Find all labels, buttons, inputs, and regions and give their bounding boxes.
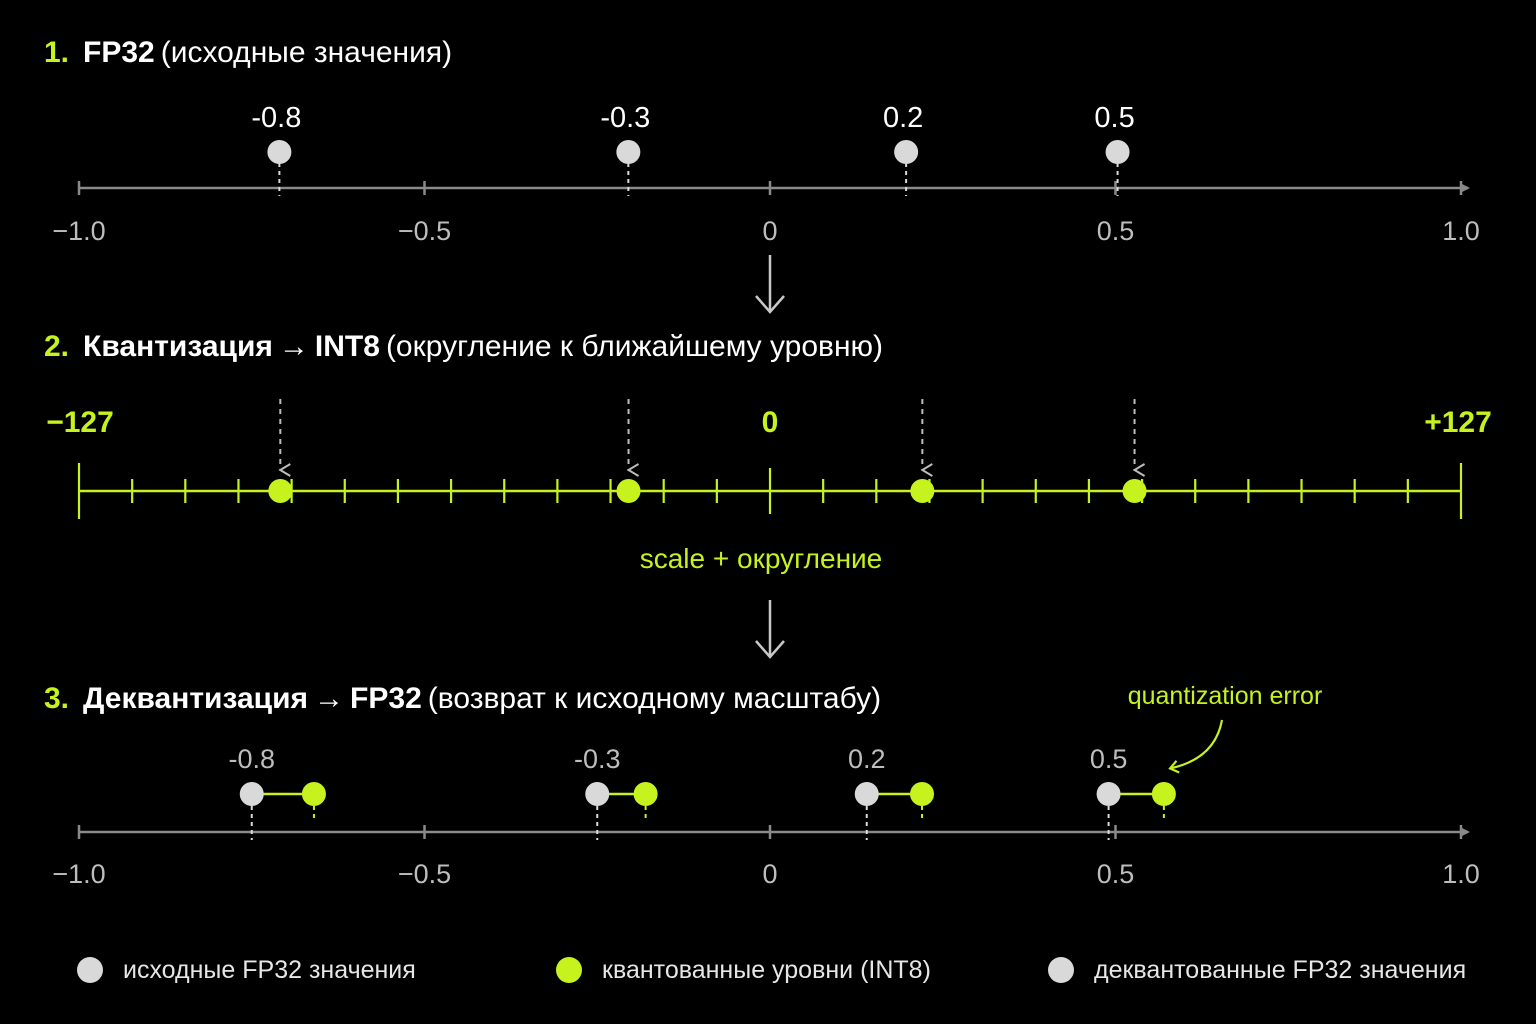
section2-bold2: INT8 <box>314 330 380 363</box>
fp32-point <box>1105 140 1130 164</box>
fp32-point <box>616 140 641 164</box>
legend-item-dequantized: деквантованные FP32 значения <box>1048 950 1466 990</box>
section3-bold: Деквантизация <box>83 682 309 715</box>
int8-zero-label: 0 <box>762 406 779 439</box>
legend-label-original: исходные FP32 значения <box>123 955 416 984</box>
legend-dot-original <box>77 957 103 983</box>
section1-rest: (исходные значения) <box>160 36 453 69</box>
legend-item-original: исходные FP32 значения <box>77 950 416 990</box>
section2-title: 2. Квантизация → INT8 (округление к ближайше… <box>44 330 883 364</box>
int8-point <box>910 479 935 503</box>
section2-number: 2. <box>44 330 70 363</box>
int8-point <box>268 479 293 503</box>
dequant-original-point <box>585 782 610 806</box>
dequant-original-point <box>854 782 879 806</box>
fp32-point-label: 0.5 <box>1094 102 1134 134</box>
dequant-point-label: 0.2 <box>848 744 886 774</box>
fp32-point-label: 0.2 <box>883 102 923 134</box>
section2-bold: Квантизация <box>83 330 273 363</box>
dequant-point-label: -0.3 <box>574 744 621 774</box>
fp32-section: −1.0 −0.5 0 0.5 1.0 -0.8 -0.3 0.2 0.5 <box>52 102 1479 246</box>
flow-arrow-2 <box>755 600 785 659</box>
legend-dot-dequantized <box>1048 957 1074 983</box>
fp32-point <box>267 140 292 164</box>
dequant-original-point <box>1096 782 1121 806</box>
fp32-point-label: -0.3 <box>600 102 650 134</box>
dequant-quantized-point <box>910 782 935 806</box>
fp32-axis-tick-label: 1.0 <box>1442 216 1480 246</box>
section1-number: 1. <box>44 36 70 69</box>
legend-label-dequantized: деквантованные FP32 значения <box>1094 955 1467 984</box>
fp32-point-label: -0.8 <box>251 102 301 134</box>
fp32-axis-tick-label: −0.5 <box>398 216 451 246</box>
section3-title: 3. Деквантизация → FP32 (возврат к исходному… <box>44 682 881 716</box>
int8-point <box>616 479 641 503</box>
dequant-point-label: -0.8 <box>228 744 275 774</box>
int8-max-label: +127 <box>1424 406 1492 439</box>
dequant-quantized-point <box>633 782 658 806</box>
int8-section: −127 0 +127 scale + округление <box>46 399 1492 574</box>
dequant-axis-tick-label: −1.0 <box>52 859 105 889</box>
dequant-point-label: 0.5 <box>1090 744 1128 774</box>
section1-title: 1. FP32 (исходные значения) <box>44 36 452 70</box>
section3-bold2: FP32 <box>350 682 422 715</box>
flow-arrow-1 <box>755 255 785 314</box>
legend-dot-quantized <box>556 957 582 983</box>
section2-rest: (округление к ближайшему уровню) <box>385 330 884 363</box>
dequant-section: −1.0 −0.5 0 0.5 1.0 -0.8 -0.3 0.2 0.5 quantizat… <box>52 682 1479 889</box>
int8-min-label: −127 <box>46 406 114 439</box>
quantization-error-arrow <box>1168 719 1224 774</box>
int8-point <box>1122 479 1147 503</box>
quantization-error-label: quantization error <box>1128 682 1323 710</box>
section1-bold: FP32 <box>83 36 155 69</box>
fp32-axis-tick-label: −1.0 <box>52 216 105 246</box>
section3-rest: (возврат к исходному масштабу) <box>427 682 882 715</box>
dequant-quantized-point <box>301 782 326 806</box>
legend-item-quantized: квантованные уровни (INT8) <box>556 950 931 990</box>
fp32-point <box>894 140 919 164</box>
dequant-quantized-point <box>1151 782 1176 806</box>
dequant-axis-tick-label: 0.5 <box>1097 859 1135 889</box>
fp32-axis-tick-label: 0 <box>762 216 777 246</box>
dequant-axis-tick-label: 1.0 <box>1442 859 1480 889</box>
scale-annotation: scale + округление <box>640 543 883 574</box>
dequant-original-point <box>239 782 264 806</box>
dequant-axis-tick-label: 0 <box>762 859 777 889</box>
section3-arrow: → <box>314 682 345 715</box>
legend-label-quantized: квантованные уровни (INT8) <box>602 955 931 984</box>
dequant-axis-tick-label: −0.5 <box>398 859 451 889</box>
section3-number: 3. <box>44 682 70 715</box>
fp32-axis-tick-label: 0.5 <box>1097 216 1135 246</box>
section2-arrow: → <box>278 330 309 363</box>
